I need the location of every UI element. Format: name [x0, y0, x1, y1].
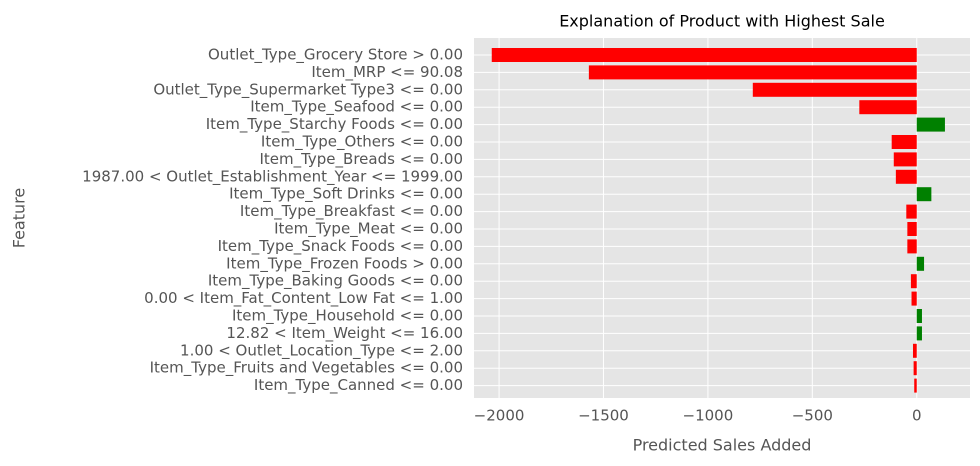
bar	[914, 378, 917, 393]
grid-lines	[474, 38, 970, 398]
bar	[911, 291, 917, 306]
bar	[893, 152, 917, 167]
bar	[912, 343, 917, 358]
bar	[895, 169, 917, 184]
bar	[752, 82, 917, 97]
y-tick-label: Item_Type_Meat <= 0.00	[274, 220, 463, 239]
bar	[910, 274, 917, 289]
y-tick-label: 1.00 < Outlet_Location_Type <= 2.00	[180, 341, 463, 360]
y-tick-label: Item_Type_Others <= 0.00	[261, 133, 463, 152]
y-tick-label: Item_Type_Soft Drinks <= 0.00	[229, 185, 463, 204]
y-axis-label: Feature	[10, 188, 29, 248]
bar	[907, 222, 917, 236]
bar	[588, 65, 917, 80]
y-tick-labels: Outlet_Type_Grocery Store > 0.00Item_MRP…	[82, 46, 463, 396]
x-tick-label: −2000	[474, 407, 525, 425]
y-tick-label: 0.00 < Item_Fat_Content_Low Fat <= 1.00	[144, 289, 463, 308]
y-tick-label: Item_Type_Breads <= 0.00	[259, 150, 463, 169]
bar	[906, 204, 917, 219]
y-tick-label: Item_Type_Breakfast <= 0.00	[240, 202, 463, 221]
bar	[859, 100, 917, 115]
bar	[907, 239, 917, 254]
bar	[916, 187, 932, 202]
y-tick-label: Item_Type_Frozen Foods > 0.00	[226, 254, 463, 273]
y-tick-label: Item_MRP <= 90.08	[311, 63, 463, 82]
y-tick-label: Item_Type_Fruits and Vegetables <= 0.00	[150, 359, 463, 378]
y-tick-label: Item_Type_Snack Foods <= 0.00	[218, 237, 463, 256]
bar	[913, 361, 917, 376]
y-tick-label: Item_Type_Seafood <= 0.00	[250, 98, 463, 117]
y-tick-label: Item_Type_Baking Goods <= 0.00	[208, 272, 463, 291]
x-tick-label: −1500	[578, 407, 629, 425]
y-tick-label: Outlet_Type_Supermarket Type3 <= 0.00	[153, 80, 463, 99]
bar	[916, 326, 922, 341]
y-tick-label: 12.82 < Item_Weight <= 16.00	[226, 324, 463, 343]
y-tick-label: Item_Type_Household <= 0.00	[232, 307, 463, 326]
bar	[916, 117, 945, 132]
x-axis-label: Predicted Sales Added	[633, 436, 812, 455]
bar	[891, 135, 917, 149]
x-tick-labels: −2000 −1500 −1000 −500 0	[474, 407, 922, 425]
bars	[491, 48, 945, 393]
chart-title: Explanation of Product with Highest Sale	[559, 12, 885, 31]
x-tick-label: −500	[792, 407, 833, 425]
x-tick-label: −1000	[683, 407, 734, 425]
bar	[491, 48, 917, 62]
y-tick-label: Item_Type_Starchy Foods <= 0.00	[206, 115, 463, 134]
y-tick-label: 1987.00 < Outlet_Establishment_Year <= 1…	[82, 167, 463, 186]
plot-background	[474, 38, 970, 398]
x-tick-label: 0	[912, 407, 922, 425]
y-tick-label: Outlet_Type_Grocery Store > 0.00	[208, 46, 463, 65]
bar	[916, 256, 925, 271]
y-tick-label: Item_Type_Canned <= 0.00	[254, 376, 463, 395]
bar	[916, 309, 922, 323]
